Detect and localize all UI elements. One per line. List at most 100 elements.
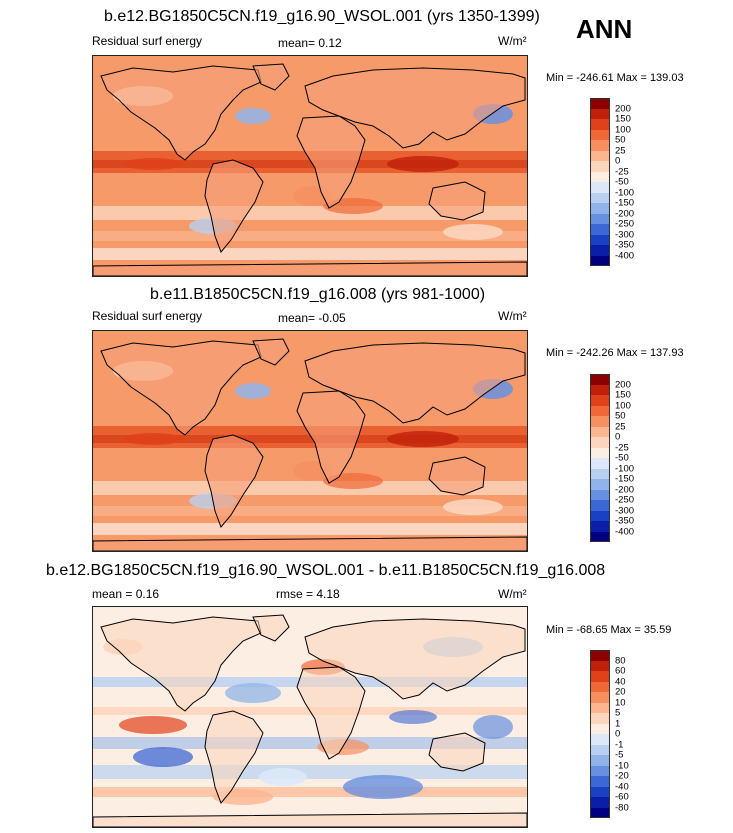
- panel3-map: [92, 606, 528, 828]
- colorbar-segment: [590, 660, 610, 671]
- colorbar-tick-label: 150: [615, 389, 631, 401]
- colorbar-segment: [590, 108, 610, 119]
- colorbar-tick-label: 1: [615, 718, 621, 729]
- colorbar-segment: [590, 807, 610, 818]
- colorbar-tick-label: -300: [615, 229, 635, 240]
- colorbar-tick-label: -150: [615, 473, 635, 485]
- colorbar-segment: [590, 416, 610, 427]
- season-label: ANN: [576, 14, 633, 44]
- panel1-colorbar: [590, 98, 610, 266]
- colorbar-segment: [590, 650, 610, 661]
- panel3-rmse-label: rmse = 4.18: [276, 587, 340, 601]
- colorbar-tick-label: 5: [615, 707, 621, 719]
- colorbar-tick-label: -250: [615, 218, 635, 230]
- panel3-colorbar: [590, 650, 610, 818]
- colorbar-segment: [590, 119, 610, 130]
- colorbar-segment: [590, 426, 610, 437]
- panel3-minmax: Min = -68.65 Max = 35.59: [546, 624, 672, 636]
- colorbar-segment: [590, 521, 610, 532]
- colorbar-segment: [590, 702, 610, 713]
- panel1-map-svg: [93, 56, 527, 276]
- colorbar-tick-label: 100: [615, 124, 631, 135]
- colorbar-segment: [590, 203, 610, 214]
- colorbar-tick-label: -100: [615, 187, 635, 198]
- colorbar-segment: [590, 713, 610, 724]
- colorbar-segment: [590, 405, 610, 416]
- panel3-map-svg: [93, 607, 527, 827]
- colorbar-segment: [590, 671, 610, 682]
- colorbar-segment: [590, 786, 610, 797]
- colorbar-segment: [590, 744, 610, 755]
- panel3-mean-label: mean = 0.16: [92, 587, 160, 601]
- colorbar-segment: [590, 755, 610, 766]
- panel2-title: b.e11.B1850C5CN.f19_g16.008 (yrs 981-100…: [150, 286, 486, 303]
- panel1-variable-label: Residual surf energy: [92, 34, 203, 48]
- colorbar-segment: [590, 395, 610, 406]
- colorbar-segment: [590, 723, 610, 734]
- colorbar-tick-label: 60: [615, 665, 626, 677]
- colorbar-tick-label: 80: [615, 655, 626, 666]
- colorbar-tick-label: 25: [615, 421, 626, 432]
- colorbar-segment: [590, 437, 610, 448]
- panel1-title: b.e12.BG1850C5CN.f19_g16.90_WSOL.001 (yr…: [104, 8, 540, 25]
- colorbar-segment: [590, 510, 610, 521]
- panel2-mean-label: mean= -0.05: [278, 311, 346, 325]
- colorbar-tick-label: -80: [615, 802, 629, 813]
- panel1-mean-label: mean= 0.12: [278, 36, 342, 50]
- colorbar-tick-label: -10: [615, 760, 629, 771]
- colorbar-segment: [590, 129, 610, 140]
- colorbar-tick-label: 50: [615, 134, 626, 146]
- colorbar-tick-label: -300: [615, 505, 635, 516]
- colorbar-tick-label: -250: [615, 494, 635, 506]
- colorbar-segment: [590, 531, 610, 542]
- panel2-colorbar: [590, 374, 610, 542]
- colorbar-segment: [590, 458, 610, 469]
- colorbar-segment: [590, 171, 610, 182]
- colorbar-segment: [590, 140, 610, 151]
- panel2-variable-label: Residual surf energy: [92, 309, 203, 323]
- colorbar-segment: [590, 224, 610, 235]
- colorbar-tick-label: -100: [615, 463, 635, 474]
- panel2-minmax: Min = -242.26 Max = 137.93: [546, 347, 684, 359]
- colorbar-segment: [590, 213, 610, 224]
- colorbar-tick-label: 10: [615, 697, 626, 708]
- colorbar-tick-label: -50: [615, 176, 629, 188]
- colorbar-segment: [590, 765, 610, 776]
- panel3-title: b.e12.BG1850C5CN.f19_g16.90_WSOL.001 - b…: [46, 562, 606, 579]
- colorbar-tick-label: -1: [615, 739, 624, 750]
- panel1-map: [92, 55, 528, 277]
- colorbar-tick-label: 25: [615, 145, 626, 156]
- colorbar-tick-label: -200: [615, 208, 635, 219]
- colorbar-segment: [590, 734, 610, 745]
- colorbar-segment: [590, 374, 610, 385]
- colorbar-segment: [590, 234, 610, 245]
- panel2-map-svg: [93, 331, 527, 551]
- colorbar-tick-label: 0: [615, 431, 621, 443]
- colorbar-tick-label: -350: [615, 239, 635, 251]
- colorbar-segment: [590, 500, 610, 511]
- colorbar-segment: [590, 161, 610, 172]
- colorbar-segment: [590, 245, 610, 256]
- colorbar-segment: [590, 776, 610, 787]
- panel1-minmax: Min = -246.61 Max = 139.03: [546, 72, 684, 84]
- colorbar-segment: [590, 384, 610, 395]
- colorbar-tick-label: 0: [615, 155, 621, 167]
- colorbar-segment: [590, 489, 610, 500]
- colorbar-tick-label: -25: [615, 442, 629, 453]
- colorbar-tick-label: -350: [615, 515, 635, 527]
- colorbar-tick-label: 150: [615, 113, 631, 125]
- colorbar-tick-label: 50: [615, 410, 626, 422]
- colorbar-segment: [590, 797, 610, 808]
- colorbar-tick-label: -50: [615, 452, 629, 464]
- colorbar-tick-label: -400: [615, 526, 635, 537]
- panel3-units-label: W/m²: [498, 587, 527, 601]
- colorbar-tick-label: -150: [615, 197, 635, 209]
- colorbar-segment: [590, 98, 610, 109]
- colorbar-segment: [590, 150, 610, 161]
- panel1-units-label: W/m²: [498, 34, 527, 48]
- colorbar-tick-label: 40: [615, 676, 626, 687]
- colorbar-segment: [590, 681, 610, 692]
- colorbar-tick-label: -200: [615, 484, 635, 495]
- colorbar-tick-label: -5: [615, 749, 624, 761]
- panel2-units-label: W/m²: [498, 309, 527, 323]
